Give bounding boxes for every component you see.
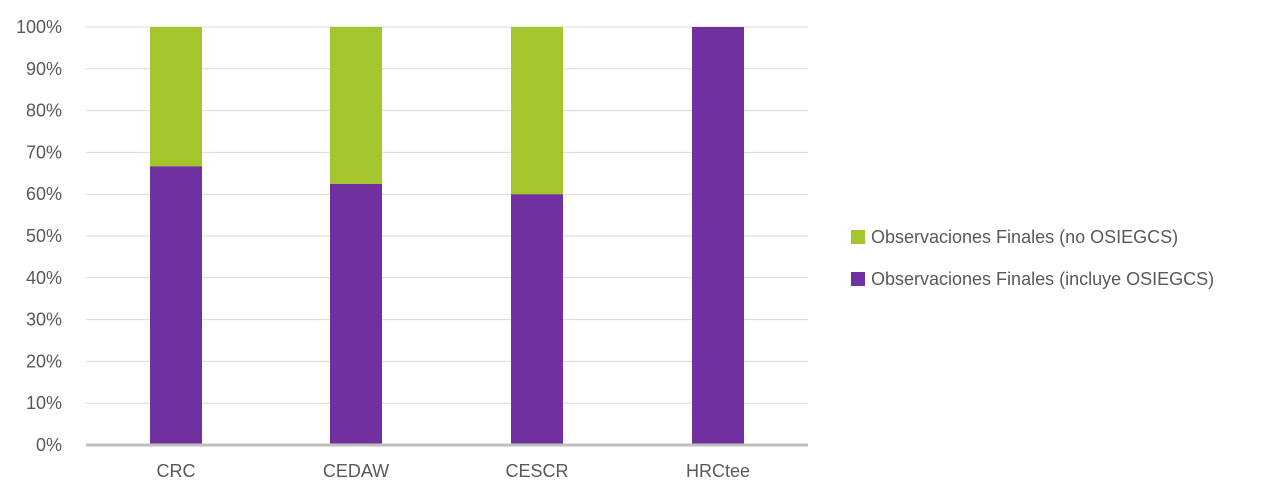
bars [150, 27, 744, 445]
y-tick-label: 100% [16, 17, 62, 37]
bar-segment-cescr-series-1 [511, 27, 563, 195]
y-tick-label: 60% [26, 184, 62, 204]
x-category-label: CESCR [505, 461, 568, 481]
bar-segment-crc-series-0 [150, 166, 202, 445]
y-tick-label: 10% [26, 393, 62, 413]
y-tick-label: 30% [26, 310, 62, 330]
legend: Observaciones Finales (no OSIEGCS) Obser… [851, 216, 1214, 300]
legend-label-incluye-osiegcs: Observaciones Finales (incluye OSIEGCS) [871, 268, 1215, 289]
bar-segment-cedaw-series-0 [330, 183, 382, 445]
y-axis-tick-labels: 0% 10% 20% 30% 40% 50% 60% 70% 80% 90% 100% [16, 17, 62, 455]
y-tick-label: 90% [26, 59, 62, 79]
y-tick-label: 50% [26, 226, 62, 246]
bar-segment-cedaw-series-1 [330, 27, 382, 184]
y-tick-label: 0% [36, 435, 62, 455]
legend-label-no-osiegcs: Observaciones Finales (no OSIEGCS) [871, 226, 1179, 247]
legend-item-no-osiegcs: Observaciones Finales (no OSIEGCS) [851, 216, 1214, 258]
legend-item-incluye-osiegcs: Observaciones Finales (incluye OSIEGCS) [851, 258, 1214, 300]
x-axis-category-labels: CRC CEDAW CESCR HRCtee [157, 461, 751, 481]
y-tick-label: 20% [26, 351, 62, 371]
y-tick-label: 40% [26, 268, 62, 288]
y-tick-label: 80% [26, 101, 62, 121]
legend-swatch-no-osiegcs [851, 230, 865, 244]
x-category-label: HRCtee [686, 461, 750, 481]
bar-segment-hrctee-series-0 [692, 27, 744, 445]
x-category-label: CRC [157, 461, 196, 481]
bar-segment-cescr-series-0 [511, 194, 563, 445]
x-category-label: CEDAW [323, 461, 389, 481]
bar-segment-crc-series-1 [150, 27, 202, 167]
y-tick-label: 70% [26, 142, 62, 162]
gridlines [86, 26, 808, 404]
legend-swatch-incluye-osiegcs [851, 272, 865, 286]
